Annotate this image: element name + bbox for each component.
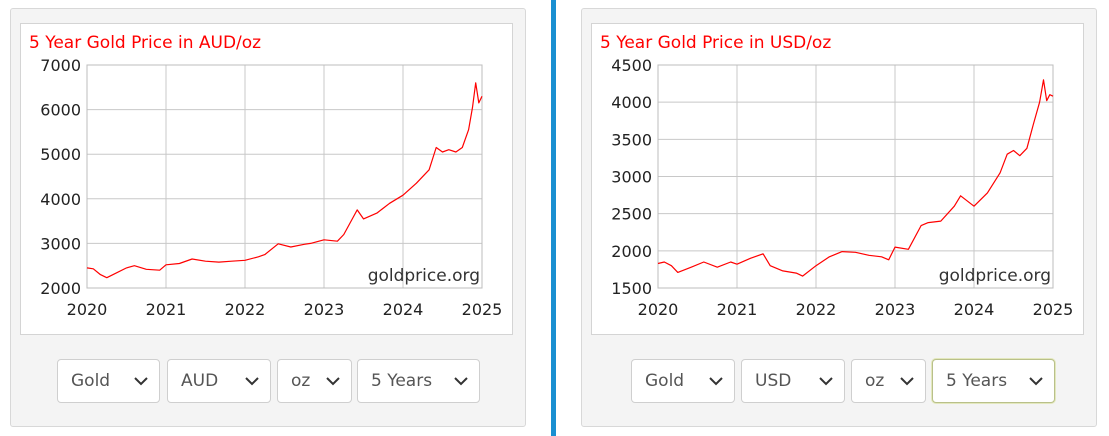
watermark-text: goldprice.org: [939, 266, 1051, 286]
chevron-down-icon: [134, 377, 148, 386]
y-tick-label: 2000: [40, 279, 81, 298]
y-tick-label: 7000: [40, 56, 81, 75]
gold-price-chart-aud: 5 Year Gold Price in AUD/oz 2020 2021 2022 2…: [29, 33, 503, 319]
panel-divider: [551, 0, 556, 436]
x-tick-label: 2025: [1033, 300, 1074, 319]
x-tick-label: 2021: [146, 300, 187, 319]
x-tick-label: 2022: [796, 300, 837, 319]
chart-title: 5 Year Gold Price in USD/oz: [600, 33, 831, 53]
y-tick-label: 4000: [40, 190, 81, 209]
chevron-down-icon: [709, 377, 723, 386]
period-select[interactable]: 5 Years: [357, 359, 480, 403]
y-tick-label: 2500: [611, 205, 652, 224]
metal-select-value: Gold: [71, 371, 111, 391]
chevron-down-icon: [326, 377, 340, 386]
y-tick-label: 4500: [611, 56, 652, 75]
unit-select[interactable]: oz: [851, 359, 926, 403]
x-tick-label: 2020: [67, 300, 108, 319]
period-select-value: 5 Years: [946, 371, 1008, 391]
y-tick-label: 1500: [611, 279, 652, 298]
metal-select-value: Gold: [645, 371, 685, 391]
y-tick-label: 3000: [40, 234, 81, 253]
chevron-down-icon: [454, 377, 468, 386]
y-tick-label: 3000: [611, 168, 652, 187]
currency-select[interactable]: USD: [741, 359, 845, 403]
y-tick-label: 2000: [611, 242, 652, 261]
chart-area-aud: 5 Year Gold Price in AUD/oz 2020 2021 2022 2…: [20, 23, 513, 335]
currency-select-value: USD: [755, 371, 792, 391]
gold-price-chart-usd: 5 Year Gold Price in USD/oz 2020 2021 2022 2…: [600, 33, 1074, 319]
period-select[interactable]: 5 Years: [932, 359, 1055, 403]
y-tick-label: 6000: [40, 101, 81, 120]
y-tick-label: 4000: [611, 93, 652, 112]
y-tick-label: 5000: [40, 145, 81, 164]
x-tick-label: 2021: [717, 300, 758, 319]
watermark-text: goldprice.org: [368, 266, 480, 286]
plot-frame: [86, 64, 483, 289]
unit-select-value: oz: [291, 371, 311, 391]
x-tick-label: 2023: [304, 300, 345, 319]
chart-panel-aud: 5 Year Gold Price in AUD/oz 2020 2021 2022 2…: [10, 8, 526, 427]
chevron-down-icon: [900, 377, 914, 386]
currency-select[interactable]: AUD: [167, 359, 271, 403]
x-tick-label: 2020: [638, 300, 679, 319]
x-tick-label: 2025: [462, 300, 503, 319]
metal-select[interactable]: Gold: [631, 359, 735, 403]
plot-frame: [657, 64, 1054, 289]
unit-select[interactable]: oz: [277, 359, 352, 403]
y-tick-label: 3500: [611, 130, 652, 149]
x-tick-label: 2024: [383, 300, 424, 319]
currency-select-value: AUD: [181, 371, 219, 391]
unit-select-value: oz: [865, 371, 885, 391]
chevron-down-icon: [1029, 377, 1043, 386]
price-line: [86, 82, 483, 279]
period-select-value: 5 Years: [371, 371, 433, 391]
x-tick-label: 2024: [954, 300, 995, 319]
chevron-down-icon: [819, 377, 833, 386]
price-line: [657, 79, 1054, 277]
chart-panel-usd: 5 Year Gold Price in USD/oz 2020 2021 2022 2…: [581, 8, 1097, 427]
x-tick-label: 2023: [875, 300, 916, 319]
chart-area-usd: 5 Year Gold Price in USD/oz 2020 2021 2022 2…: [591, 23, 1084, 335]
metal-select[interactable]: Gold: [57, 359, 160, 403]
chart-title: 5 Year Gold Price in AUD/oz: [29, 33, 261, 53]
chevron-down-icon: [245, 377, 259, 386]
x-tick-label: 2022: [225, 300, 266, 319]
